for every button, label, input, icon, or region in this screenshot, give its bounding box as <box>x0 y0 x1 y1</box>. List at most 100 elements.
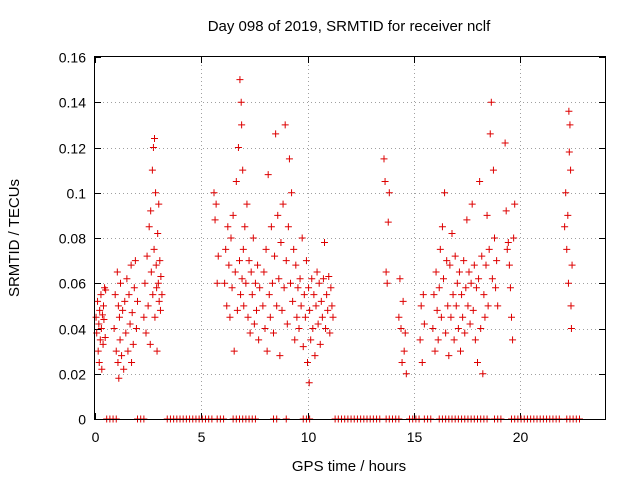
data-point <box>466 320 474 328</box>
x-axis-ticks: 0 5 10 15 20 <box>92 57 528 445</box>
data-point <box>567 166 575 174</box>
data-point <box>381 177 389 185</box>
data-point <box>151 313 159 321</box>
y-tick-label: 0.02 <box>59 367 86 383</box>
data-point <box>100 315 108 323</box>
data-point <box>298 234 306 242</box>
data-point <box>324 306 332 314</box>
data-point <box>94 347 102 355</box>
data-point <box>400 347 408 355</box>
x-tick-label: 10 <box>301 429 317 445</box>
data-point <box>437 313 445 321</box>
data-point <box>322 325 330 332</box>
data-point <box>94 297 102 305</box>
data-point <box>292 261 300 269</box>
data-point <box>144 302 152 310</box>
data-point <box>155 200 163 208</box>
chart-title: Day 098 of 2019, SRMTID for receiver ncl… <box>208 18 491 35</box>
data-point <box>239 166 247 174</box>
y-axis-ticks: 0 0.02 0.04 0.06 0.08 0.1 0.12 0.14 0.16 <box>59 50 605 428</box>
data-point <box>234 144 242 151</box>
x-tick-label: 0 <box>92 429 100 445</box>
y-tick-label: 0.06 <box>59 276 86 292</box>
data-point <box>253 306 260 314</box>
data-point <box>277 239 285 247</box>
data-point <box>152 261 160 269</box>
data-point <box>118 352 126 360</box>
data-point <box>126 320 134 328</box>
data-point <box>263 347 271 355</box>
y-axis-label: SRMTID / TECUs <box>6 179 23 297</box>
data-point <box>385 189 393 197</box>
y-tick-label: 0 <box>78 412 86 428</box>
data-point <box>431 347 439 355</box>
data-point <box>240 302 248 310</box>
data-point <box>487 98 495 106</box>
data-point <box>121 297 129 305</box>
data-point <box>452 302 460 310</box>
data-point <box>471 336 479 344</box>
data-point <box>395 313 403 321</box>
data-point <box>454 325 462 332</box>
data-point <box>289 297 297 305</box>
data-point <box>441 189 449 197</box>
data-point <box>102 286 110 294</box>
data-point <box>443 257 451 265</box>
data-point <box>294 284 302 292</box>
data-point <box>279 200 287 208</box>
data-point <box>268 279 276 287</box>
data-point <box>329 313 337 321</box>
data-point <box>140 313 148 321</box>
data-point <box>125 291 133 299</box>
data-point <box>147 268 155 276</box>
data-point <box>128 358 136 366</box>
data-point <box>117 279 124 287</box>
data-point <box>265 291 273 299</box>
data-point <box>418 358 426 366</box>
data-point <box>230 347 238 355</box>
data-point <box>455 268 463 276</box>
data-point <box>327 284 335 292</box>
data-point <box>259 302 267 310</box>
data-point <box>132 325 140 332</box>
data-point <box>141 279 149 287</box>
data-point <box>113 268 121 276</box>
data-point <box>228 284 236 292</box>
data-point <box>142 329 150 337</box>
data-point <box>508 313 515 321</box>
y-tick-label: 0.12 <box>59 141 86 157</box>
grid <box>95 57 605 419</box>
data-point <box>450 336 458 344</box>
data-point <box>491 234 498 242</box>
data-point <box>151 134 158 142</box>
data-point <box>483 211 491 219</box>
data-point <box>316 340 324 348</box>
data-point <box>380 155 388 163</box>
data-point <box>429 325 437 332</box>
data-point <box>131 257 139 265</box>
data-point <box>448 229 456 237</box>
data-point <box>145 223 153 231</box>
data-point <box>224 223 232 231</box>
data-point <box>561 223 569 231</box>
data-point <box>225 261 233 269</box>
data-point <box>494 302 502 310</box>
data-point <box>564 211 572 219</box>
data-points <box>92 76 583 423</box>
data-point <box>309 325 317 332</box>
data-point <box>397 325 405 332</box>
data-point <box>488 275 496 283</box>
data-point <box>236 76 244 84</box>
data-point <box>92 313 100 321</box>
data-point <box>317 297 325 305</box>
data-point <box>111 291 119 299</box>
data-point <box>274 211 282 219</box>
data-point <box>153 347 161 355</box>
data-point <box>480 291 488 299</box>
data-point <box>271 252 279 260</box>
data-point <box>440 275 447 283</box>
y-tick-label: 0.08 <box>59 231 86 247</box>
data-point <box>438 223 446 231</box>
data-point <box>565 148 573 156</box>
data-point <box>156 257 164 265</box>
